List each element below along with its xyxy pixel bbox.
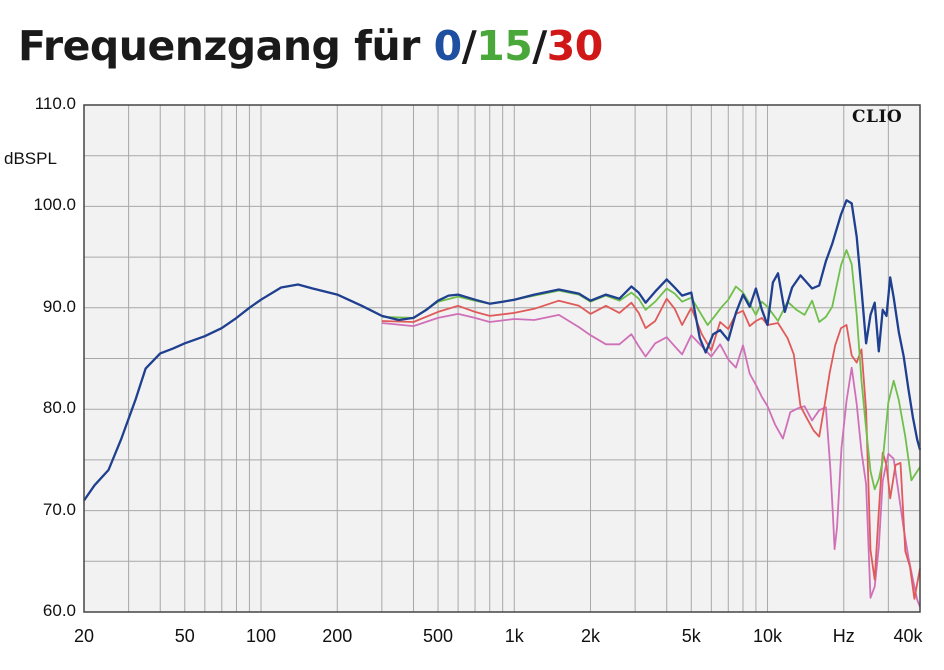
x-tick-label: 2k (580, 626, 601, 646)
plot-frame (83, 104, 921, 613)
x-tick-label: Hz (832, 626, 855, 646)
x-tick-label: 5k (681, 626, 701, 646)
chart-title: Frequenzgang für 0/15/30 (18, 22, 603, 70)
title-angle-0: 0 (433, 22, 463, 70)
clio-watermark: CLIO (852, 107, 903, 127)
y-tick-label: 110.0 (34, 94, 76, 113)
series-line (83, 199, 922, 502)
x-tick-label: 10k (753, 626, 783, 646)
y-axis-unit: dBSPL (4, 149, 57, 168)
y-tick-label: 80.0 (42, 398, 76, 418)
title-separator: / (532, 22, 547, 70)
y-tick-label: 60.0 (42, 601, 76, 620)
horizontal-grid (84, 155, 920, 562)
y-tick-label: 100.0 (33, 195, 76, 215)
x-tick-label: 20 (73, 626, 95, 646)
x-tick-label: 50 (174, 626, 195, 646)
title-angle-30: 30 (546, 22, 604, 70)
title-separator: / (461, 22, 477, 70)
title-angle-15: 15 (476, 22, 533, 70)
title-prefix: Frequenzgang für (18, 22, 420, 70)
response-curves (83, 199, 922, 608)
y-tick-label: 70.0 (42, 499, 76, 519)
x-tick-label: 100 (245, 626, 277, 646)
series-line (381, 297, 921, 600)
x-tick-label: 500 (423, 626, 454, 646)
x-tick-label: 200 (322, 626, 353, 646)
x-tick-label: 1k (504, 626, 524, 646)
series-line (381, 312, 921, 608)
y-tick-label: 90.0 (42, 296, 76, 316)
x-tick-label: 40k (893, 626, 923, 646)
